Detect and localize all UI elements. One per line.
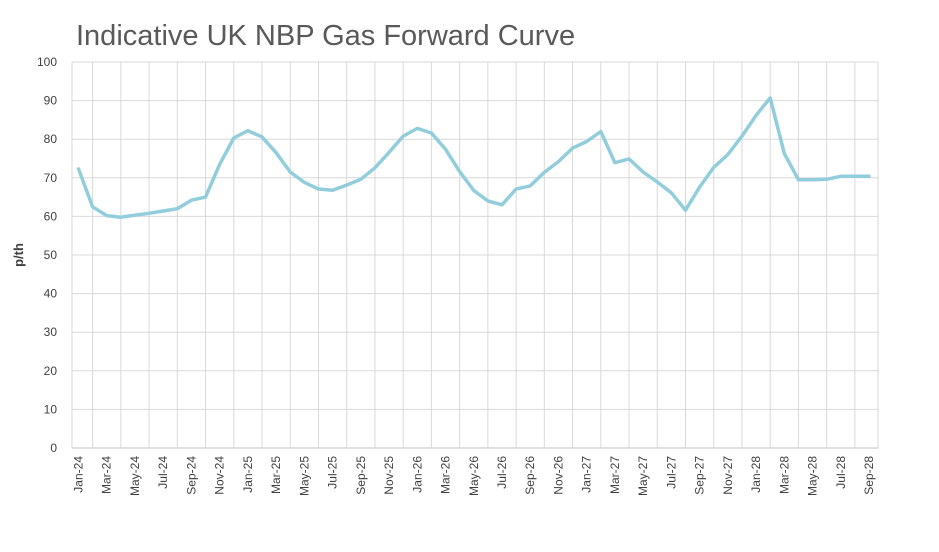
x-axis-ticks: Jan-24 Mar-24 May-24 Jul-24 Sep-24 Nov-24 Jan-… [72,456,877,496]
x-tick-label: Jul-26 [495,456,509,489]
x-tick-label: Jan-26 [410,456,424,493]
y-tick-label: 20 [44,364,58,378]
x-tick-label: Nov-27 [721,456,735,495]
x-tick-label: May-27 [636,456,650,496]
y-axis-ticks: 0 10 20 30 40 50 60 70 80 90 100 [37,55,57,455]
x-tick-label: Jan-25 [241,456,255,493]
x-tick-label: Mar-27 [608,456,622,494]
x-tick-label: Jul-24 [156,456,170,489]
x-tick-label: Sep-26 [523,456,537,495]
x-tick-label: May-24 [128,456,142,496]
x-tick-label: Sep-24 [184,456,198,495]
x-tick-label: Sep-27 [693,456,707,495]
series-line [76,96,871,219]
gridlines [71,61,879,449]
x-tick-label: Jul-27 [664,456,678,489]
y-axis-label: p/th [11,243,26,267]
x-tick-label: Sep-25 [354,456,368,495]
y-tick-label: 40 [44,287,58,301]
x-tick-label: Nov-24 [213,456,227,495]
series-group [76,96,871,219]
x-tick-label: Mar-24 [100,456,114,494]
x-tick-label: Jan-28 [749,456,763,493]
x-tick-label: Jan-27 [580,456,594,493]
y-tick-label: 60 [44,209,58,223]
y-tick-label: 0 [50,441,57,455]
x-tick-label: Nov-26 [551,456,565,495]
y-tick-label: 50 [44,248,58,262]
x-tick-label: May-26 [467,456,481,496]
x-tick-label: Nov-25 [382,456,396,495]
y-tick-label: 90 [44,94,58,108]
x-tick-label: Jul-28 [834,456,848,489]
x-tick-label: Jan-24 [72,456,86,493]
x-tick-label: Mar-26 [439,456,453,494]
y-tick-label: 100 [37,55,57,69]
x-tick-label: Mar-25 [269,456,283,494]
x-tick-label: Mar-28 [777,456,791,494]
y-tick-label: 70 [44,171,58,185]
x-tick-label: May-25 [297,456,311,496]
y-tick-label: 10 [44,402,58,416]
y-tick-label: 80 [44,132,58,146]
chart-title: Indicative UK NBP Gas Forward Curve [76,20,576,52]
x-tick-label: May-28 [806,456,820,496]
x-tick-label: Jul-25 [326,456,340,489]
y-tick-label: 30 [44,325,58,339]
x-tick-label: Sep-28 [862,456,876,495]
